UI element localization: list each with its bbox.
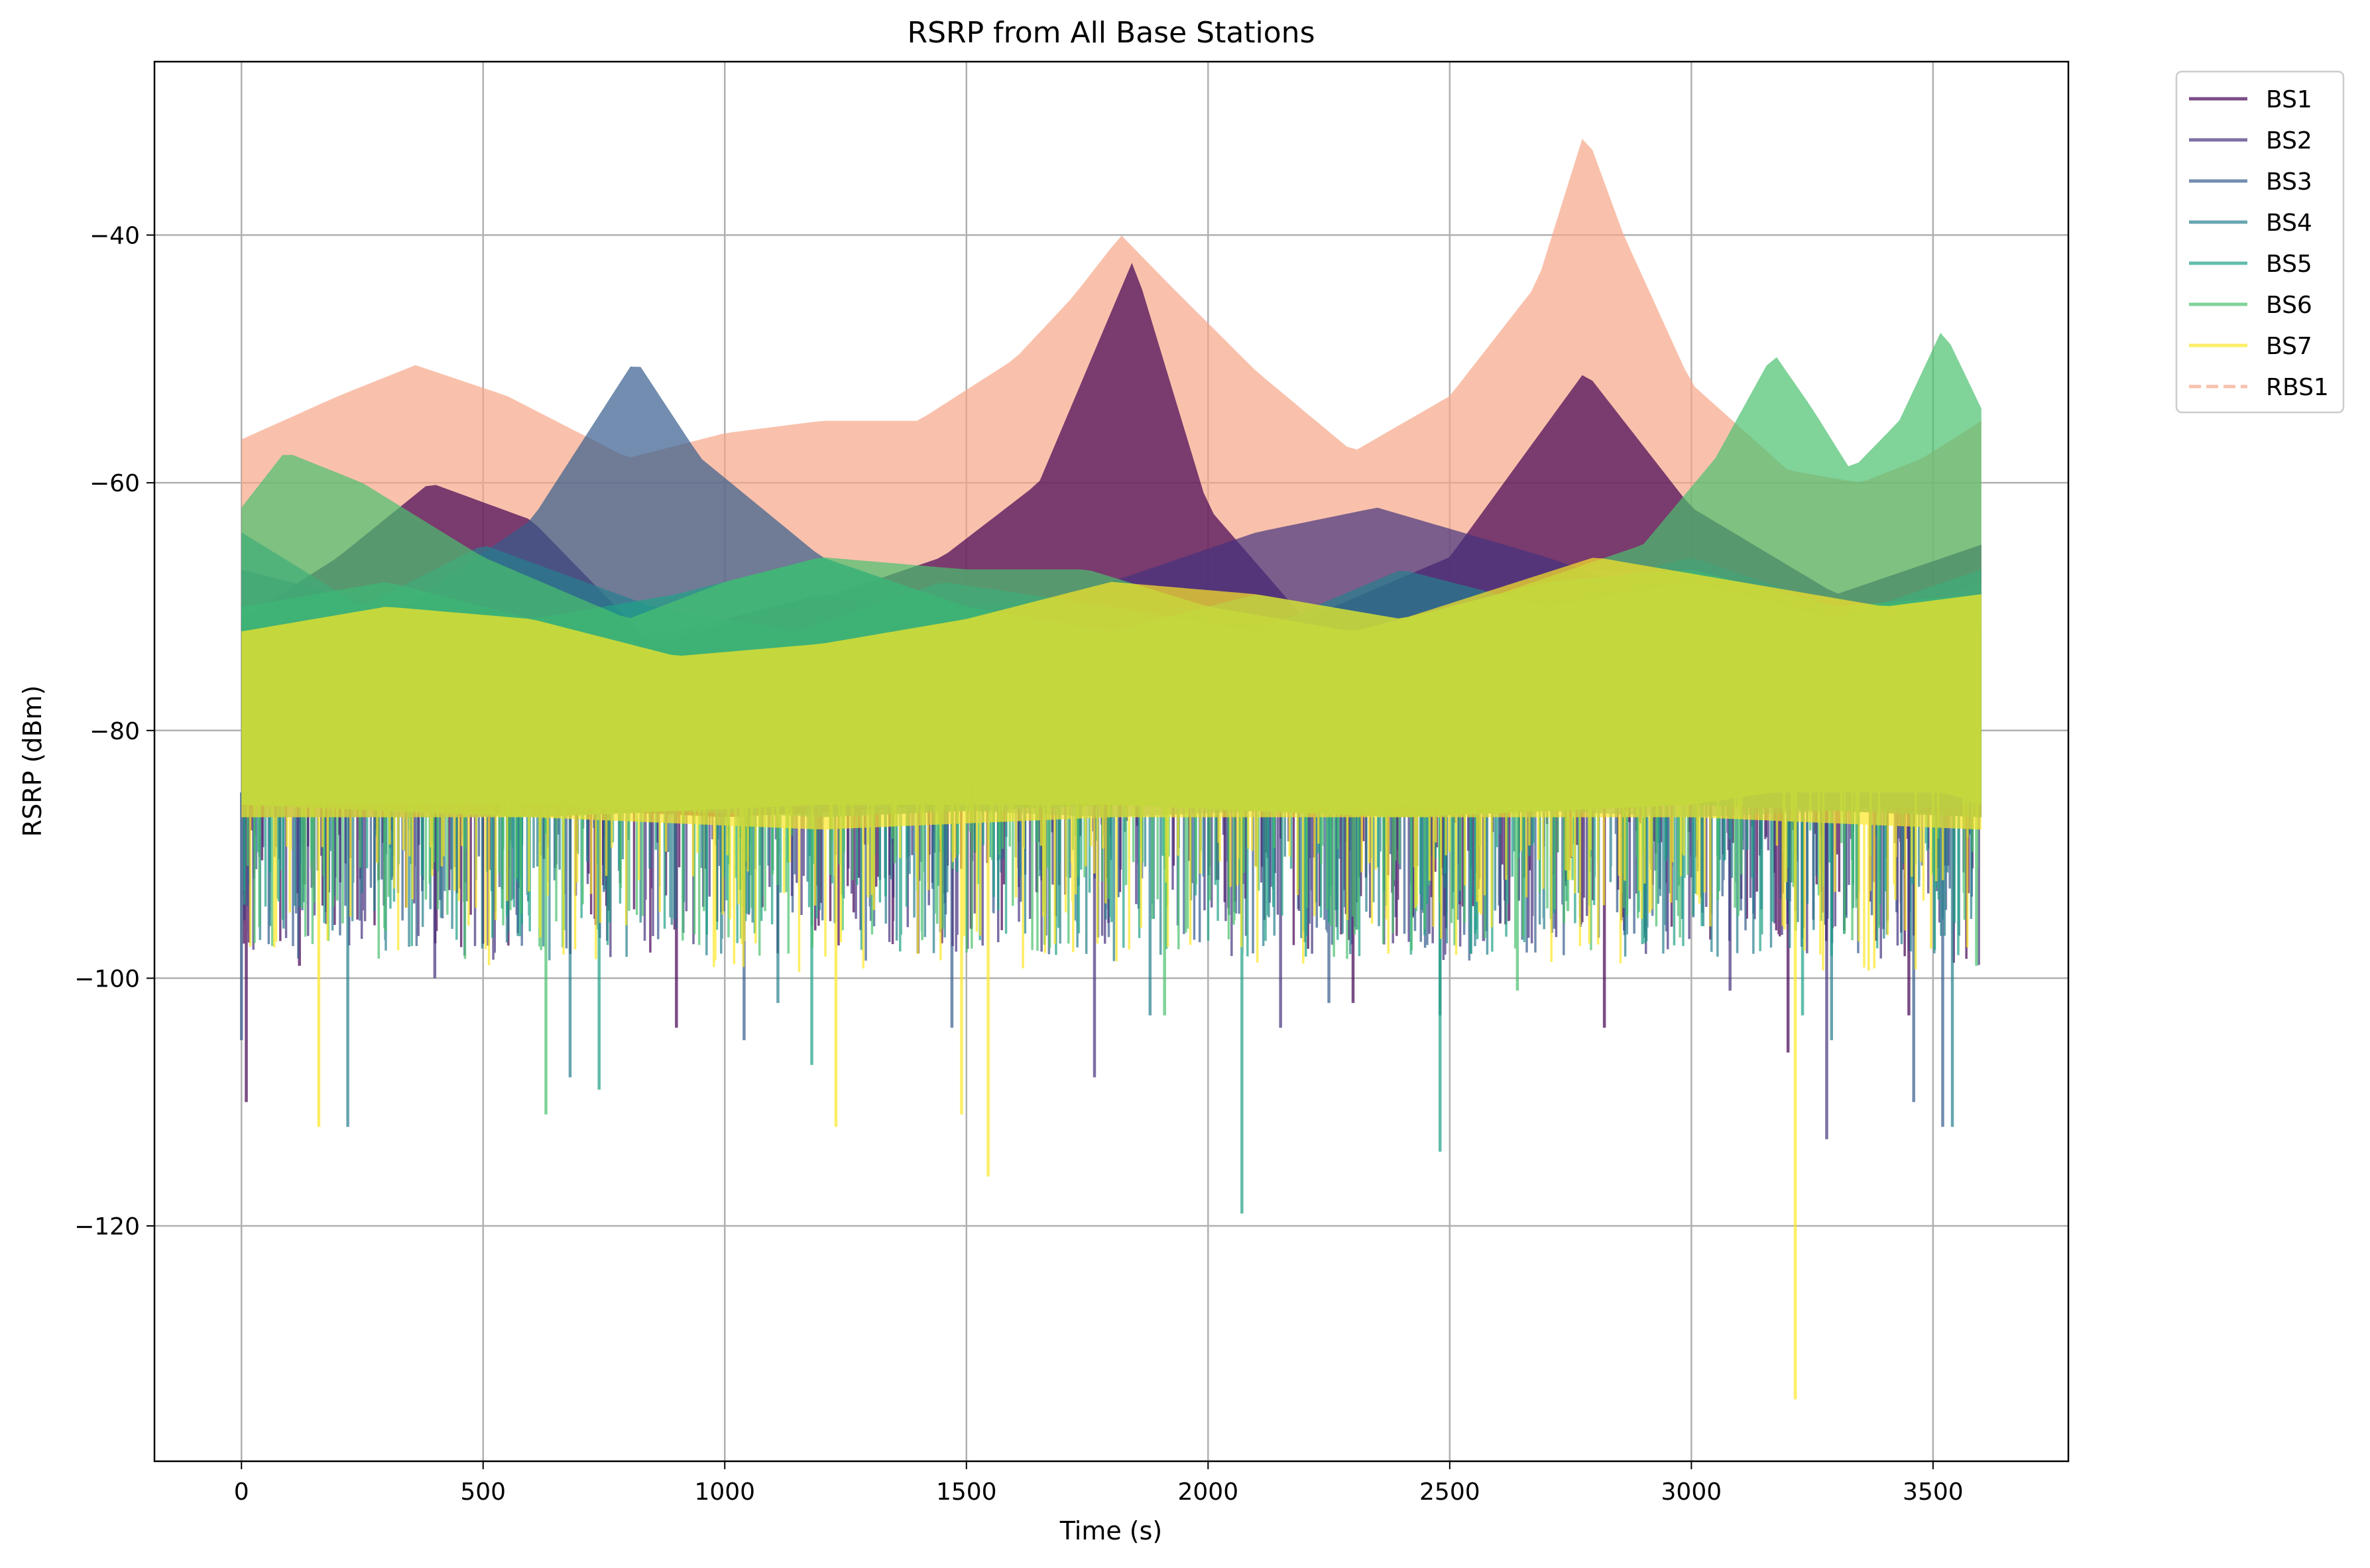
legend-label: BS2	[2266, 127, 2312, 154]
x-tick-label: 2500	[1419, 1478, 1480, 1506]
legend-label: BS7	[2266, 333, 2312, 360]
x-tick-label: 3000	[1661, 1478, 1722, 1506]
x-tick-label: 2000	[1177, 1478, 1238, 1506]
x-tick-label: 1500	[936, 1478, 997, 1506]
x-axis-label: Time (s)	[1059, 1516, 1163, 1545]
legend: BS1 BS2 BS3 BS4 BS5 BS6 BS7 RBS1	[2175, 70, 2345, 414]
y-tick-label: −100	[74, 965, 140, 993]
series-bs7	[241, 558, 1982, 1400]
y-axis-label: RSRP (dBm)	[18, 686, 47, 837]
legend-frame	[2175, 70, 2345, 414]
legend-label: BS6	[2266, 292, 2312, 319]
x-tick-label: 500	[460, 1478, 506, 1506]
series-band-bs7	[241, 558, 1982, 830]
legend-label: BS5	[2266, 251, 2312, 278]
chart-title: RSRP from All Base Stations	[908, 16, 1315, 50]
y-tick-label: −40	[89, 223, 140, 250]
series-layer	[239, 139, 1982, 1400]
x-tick-label: 3500	[1903, 1478, 1964, 1506]
y-tick-label: −80	[89, 718, 140, 745]
x-tick-label: 0	[234, 1478, 249, 1506]
legend-label: BS4	[2266, 210, 2312, 237]
plot-frame	[153, 60, 2070, 1463]
axis-ticks: 0 500 1000 1500 2000 2500 3000 3500 −120 −100 −80 −…	[74, 223, 1964, 1506]
legend-label: BS1	[2266, 86, 2312, 113]
legend-label: RBS1	[2266, 374, 2329, 401]
x-tick-label: 1000	[694, 1478, 755, 1506]
y-tick-label: −60	[89, 470, 140, 497]
legend-label: BS3	[2266, 168, 2312, 196]
y-tick-label: −120	[74, 1213, 140, 1240]
